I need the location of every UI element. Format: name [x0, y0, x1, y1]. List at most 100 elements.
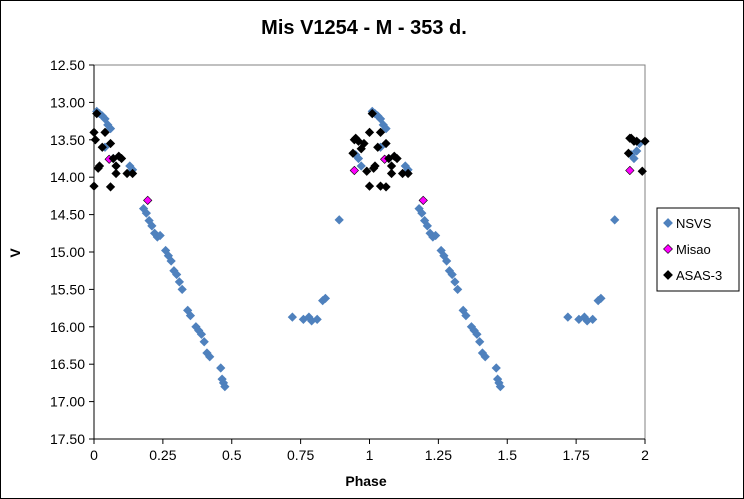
x-tick-label: 1.75 — [563, 447, 590, 463]
y-tick-label: 14.00 — [50, 169, 85, 185]
plot-area — [93, 64, 646, 440]
data-point — [216, 363, 226, 373]
data-point — [105, 138, 116, 149]
data-point — [386, 168, 397, 179]
y-tick-label: 14.50 — [50, 207, 85, 223]
data-point — [89, 127, 99, 137]
chart-title: Mis V1254 - M - 353 d. — [261, 17, 467, 39]
legend-label: Misao — [676, 242, 711, 257]
data-point — [422, 221, 432, 231]
y-tick-label: 17.50 — [50, 431, 85, 447]
data-point — [450, 277, 460, 287]
y-tick-label: 16.50 — [50, 356, 85, 372]
data-point — [623, 148, 634, 158]
data-point — [632, 146, 642, 156]
data-point — [312, 314, 322, 324]
data-point — [370, 161, 380, 171]
data-point — [166, 256, 176, 266]
y-tick-label: 15.50 — [50, 281, 85, 297]
data-point — [381, 138, 391, 149]
data-point — [127, 168, 138, 179]
data-point — [174, 277, 185, 287]
data-point — [447, 269, 457, 280]
y-tick-label: 15.00 — [50, 244, 85, 260]
data-point — [475, 337, 485, 347]
data-point — [97, 142, 107, 152]
data-point — [364, 181, 375, 191]
data-point — [596, 293, 606, 304]
data-point — [632, 136, 642, 146]
series-asas-3 — [89, 108, 650, 192]
data-point — [610, 215, 620, 225]
data-point — [367, 108, 377, 119]
data-point — [563, 312, 573, 322]
data-point — [417, 208, 427, 218]
data-point — [392, 153, 402, 164]
data-point — [105, 182, 116, 192]
data-point — [141, 208, 151, 218]
data-point — [588, 314, 598, 324]
data-point — [637, 166, 647, 176]
data-point — [349, 165, 359, 176]
y-tick-label: 16.00 — [50, 319, 85, 335]
data-point — [177, 284, 187, 295]
data-point — [375, 127, 386, 137]
y-tick-label: 13.50 — [50, 132, 85, 148]
legend: NSVS Misao ASAS-3 — [656, 207, 740, 292]
data-point — [334, 215, 344, 225]
data-point — [100, 127, 110, 137]
data-point — [381, 123, 391, 134]
data-points — [89, 106, 650, 392]
data-point — [172, 269, 182, 280]
data-point — [375, 181, 386, 191]
data-point — [418, 195, 428, 206]
data-point — [205, 352, 215, 362]
data-point — [155, 230, 165, 241]
data-point — [364, 127, 375, 137]
y-tick-label: 12.50 — [50, 57, 85, 73]
data-point — [453, 284, 463, 295]
data-point — [629, 153, 639, 164]
data-point — [640, 136, 650, 146]
data-point — [143, 195, 153, 206]
legend-marker — [663, 244, 673, 254]
data-point — [461, 310, 471, 321]
y-tick-label: 13.00 — [50, 94, 85, 110]
data-point — [90, 135, 101, 145]
data-point — [625, 165, 635, 176]
data-point — [196, 329, 207, 339]
data-point — [362, 166, 372, 176]
y-axis-title: V — [7, 248, 23, 258]
y-tick-label: 17.00 — [50, 394, 85, 410]
legend-marker — [663, 218, 673, 228]
data-point — [373, 142, 383, 152]
data-point — [472, 329, 482, 339]
x-tick-label: 2 — [641, 447, 649, 463]
data-point — [92, 108, 102, 119]
x-axis-title: Phase — [345, 473, 386, 489]
x-tick-label: 1.25 — [425, 447, 452, 463]
data-point — [356, 161, 366, 171]
x-tick-label: 1 — [366, 447, 374, 463]
legend-marker — [663, 270, 673, 280]
data-point — [94, 161, 105, 171]
data-point — [359, 138, 369, 149]
x-tick-label: 0.5 — [222, 447, 242, 463]
x-tick-label: 0.75 — [287, 447, 314, 463]
data-point — [491, 363, 501, 373]
data-point — [220, 382, 230, 392]
data-point — [348, 148, 358, 158]
legend-label: NSVS — [676, 216, 712, 231]
data-point — [185, 310, 196, 321]
data-point — [403, 168, 413, 179]
data-point — [320, 293, 331, 304]
x-tick-label: 0.25 — [149, 447, 176, 463]
data-point — [495, 382, 505, 392]
data-point — [430, 230, 441, 241]
legend-label: ASAS-3 — [676, 268, 722, 283]
x-axis: 0 0.25 0.5 0.75 1 1.25 1.5 1.75 2 — [90, 438, 649, 463]
data-point — [353, 153, 364, 164]
y-axis: 12.50 13.00 13.50 14.00 14.50 15.00 15.50 16.00… — [50, 57, 95, 447]
